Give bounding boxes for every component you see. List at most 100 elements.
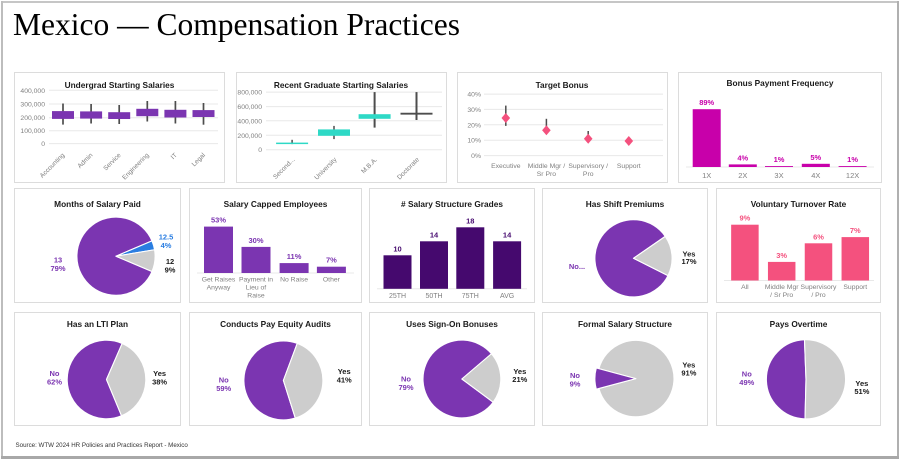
svg-text:4%: 4% bbox=[161, 241, 172, 250]
svg-text:Yes: Yes bbox=[153, 369, 166, 378]
svg-text:Bonus Payment Frequency: Bonus Payment Frequency bbox=[727, 78, 834, 88]
svg-text:0: 0 bbox=[41, 141, 45, 148]
svg-text:Service: Service bbox=[102, 152, 123, 173]
svg-text:Uses Sign-On Bonuses: Uses Sign-On Bonuses bbox=[406, 319, 498, 329]
svg-text:Legal: Legal bbox=[191, 152, 208, 169]
svg-text:Other: Other bbox=[323, 277, 341, 284]
svg-text:1X: 1X bbox=[702, 171, 711, 180]
svg-text:12: 12 bbox=[166, 257, 174, 266]
svg-text:Yes: Yes bbox=[683, 250, 696, 259]
svg-text:No: No bbox=[742, 370, 752, 379]
svg-text:/ Pro: / Pro bbox=[811, 292, 826, 299]
svg-text:Get Raises: Get Raises bbox=[202, 277, 236, 284]
svg-text:12X: 12X bbox=[846, 171, 859, 180]
svg-text:0%: 0% bbox=[471, 153, 481, 160]
svg-text:Has an LTI Plan: Has an LTI Plan bbox=[67, 319, 128, 329]
svg-text:Support: Support bbox=[843, 284, 867, 291]
svg-text:Doctorate: Doctorate bbox=[396, 156, 421, 181]
svg-text:Payment in: Payment in bbox=[239, 277, 273, 284]
svg-text:No: No bbox=[570, 371, 580, 380]
svg-text:50TH: 50TH bbox=[425, 293, 442, 300]
svg-text:11%: 11% bbox=[287, 252, 302, 261]
svg-text:Support: Support bbox=[617, 163, 641, 170]
svg-text:59%: 59% bbox=[216, 384, 231, 393]
svg-text:4%: 4% bbox=[737, 153, 748, 162]
svg-text:Months of Salary Paid: Months of Salary Paid bbox=[54, 199, 141, 209]
svg-text:51%: 51% bbox=[854, 387, 869, 396]
svg-text:9%: 9% bbox=[570, 380, 581, 389]
svg-text:IT: IT bbox=[170, 152, 179, 161]
svg-text:10: 10 bbox=[393, 244, 401, 253]
svg-text:Target Bonus: Target Bonus bbox=[536, 80, 589, 90]
svg-text:No Raise: No Raise bbox=[280, 277, 308, 284]
svg-text:300,000: 300,000 bbox=[20, 102, 45, 109]
svg-text:14: 14 bbox=[430, 230, 439, 239]
svg-text:7%: 7% bbox=[326, 256, 337, 265]
svg-text:10%: 10% bbox=[467, 138, 481, 145]
svg-text:18: 18 bbox=[466, 216, 474, 225]
svg-text:Executive: Executive bbox=[491, 163, 521, 170]
svg-text:89%: 89% bbox=[699, 98, 714, 107]
svg-text:AVG: AVG bbox=[500, 293, 514, 300]
svg-text:79%: 79% bbox=[50, 264, 65, 273]
svg-text:9%: 9% bbox=[739, 214, 750, 223]
svg-text:Salary Capped Employees: Salary Capped Employees bbox=[224, 199, 328, 209]
svg-text:Yes: Yes bbox=[338, 367, 351, 376]
svg-text:400,000: 400,000 bbox=[237, 118, 262, 125]
svg-text:30%: 30% bbox=[248, 236, 263, 245]
svg-text:3%: 3% bbox=[776, 251, 787, 260]
svg-text:Anyway: Anyway bbox=[207, 285, 231, 292]
svg-text:Sr Pro: Sr Pro bbox=[537, 171, 556, 178]
svg-text:49%: 49% bbox=[739, 378, 754, 387]
svg-text:M.B.A.: M.B.A. bbox=[360, 156, 379, 175]
svg-text:# Salary Structure Grades: # Salary Structure Grades bbox=[401, 199, 503, 209]
svg-text:0: 0 bbox=[258, 147, 262, 154]
svg-text:Lieu of: Lieu of bbox=[246, 285, 267, 292]
svg-text:21%: 21% bbox=[512, 375, 527, 384]
svg-text:No: No bbox=[219, 376, 229, 385]
svg-text:25TH: 25TH bbox=[389, 293, 406, 300]
svg-text:1%: 1% bbox=[847, 155, 858, 164]
svg-text:1%: 1% bbox=[774, 155, 785, 164]
svg-text:Conducts Pay Equity Audits: Conducts Pay Equity Audits bbox=[220, 319, 331, 329]
svg-text:20%: 20% bbox=[467, 122, 481, 129]
svg-text:600,000: 600,000 bbox=[237, 104, 262, 111]
svg-text:38%: 38% bbox=[152, 378, 167, 387]
svg-text:Yes: Yes bbox=[513, 367, 526, 376]
svg-text:Pays Overtime: Pays Overtime bbox=[770, 319, 828, 329]
svg-text:Engineering: Engineering bbox=[121, 152, 151, 182]
svg-text:University: University bbox=[313, 156, 339, 182]
svg-text:400,000: 400,000 bbox=[20, 88, 45, 95]
svg-text:Has Shift Premiums: Has Shift Premiums bbox=[586, 199, 665, 209]
svg-text:Raise: Raise bbox=[247, 293, 265, 300]
svg-text:Pro: Pro bbox=[583, 171, 594, 178]
svg-text:62%: 62% bbox=[47, 378, 62, 387]
svg-text:79%: 79% bbox=[398, 383, 413, 392]
svg-text:No...: No... bbox=[569, 262, 585, 271]
svg-text:40%: 40% bbox=[467, 92, 481, 99]
svg-text:100,000: 100,000 bbox=[20, 128, 45, 135]
svg-text:5%: 5% bbox=[810, 153, 821, 162]
svg-text:53%: 53% bbox=[211, 216, 226, 225]
svg-text:13: 13 bbox=[54, 256, 62, 265]
svg-text:No: No bbox=[401, 375, 411, 384]
svg-text:Voluntary Turnover Rate: Voluntary Turnover Rate bbox=[751, 199, 847, 209]
svg-text:Admin: Admin bbox=[77, 152, 95, 170]
svg-text:75TH: 75TH bbox=[462, 293, 479, 300]
svg-text:4X: 4X bbox=[811, 171, 820, 180]
svg-text:Middle Mgr /: Middle Mgr / bbox=[528, 163, 566, 170]
svg-text:No: No bbox=[50, 369, 60, 378]
svg-text:9%: 9% bbox=[165, 266, 176, 275]
svg-text:/ Sr Pro: / Sr Pro bbox=[770, 292, 793, 299]
svg-text:17%: 17% bbox=[681, 257, 696, 266]
svg-text:Supervisory: Supervisory bbox=[801, 284, 837, 291]
svg-text:Supervisory /: Supervisory / bbox=[568, 163, 608, 170]
svg-text:3X: 3X bbox=[774, 171, 783, 180]
svg-text:2X: 2X bbox=[738, 171, 747, 180]
svg-text:Yes: Yes bbox=[682, 361, 695, 370]
svg-text:7%: 7% bbox=[850, 226, 861, 235]
svg-text:6%: 6% bbox=[813, 232, 824, 241]
svg-text:14: 14 bbox=[503, 230, 512, 239]
svg-text:Yes: Yes bbox=[855, 379, 868, 388]
svg-text:Formal Salary Structure: Formal Salary Structure bbox=[578, 319, 672, 329]
